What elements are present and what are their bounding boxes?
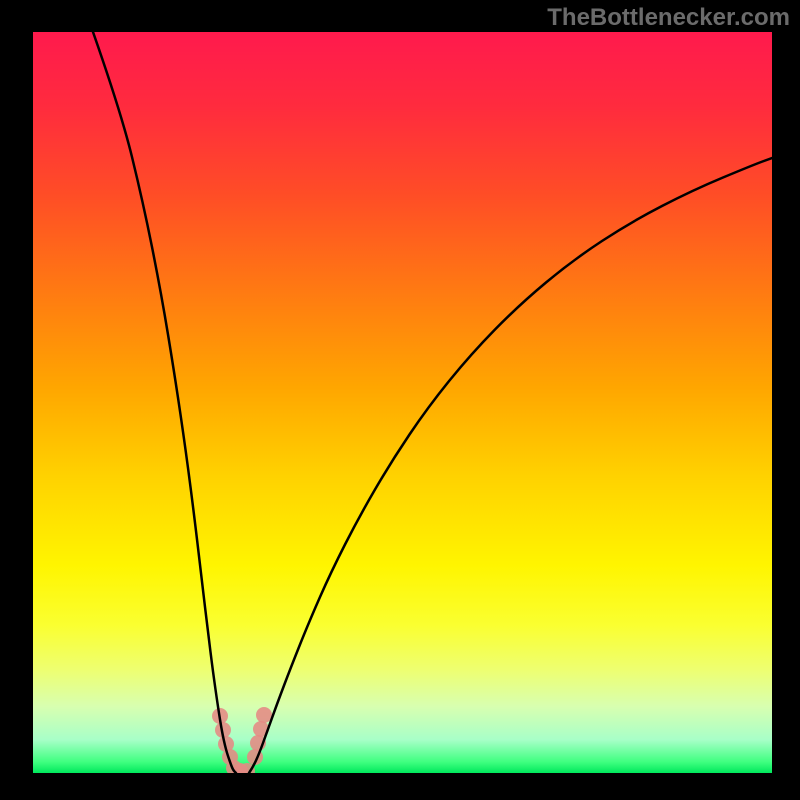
left-curve: [93, 32, 236, 773]
plot-area: [33, 32, 772, 773]
chart-container: TheBottlenecker.com: [0, 0, 800, 800]
right-curve: [249, 158, 772, 773]
curves-layer: [33, 32, 772, 773]
watermark-label: TheBottlenecker.com: [547, 4, 790, 32]
